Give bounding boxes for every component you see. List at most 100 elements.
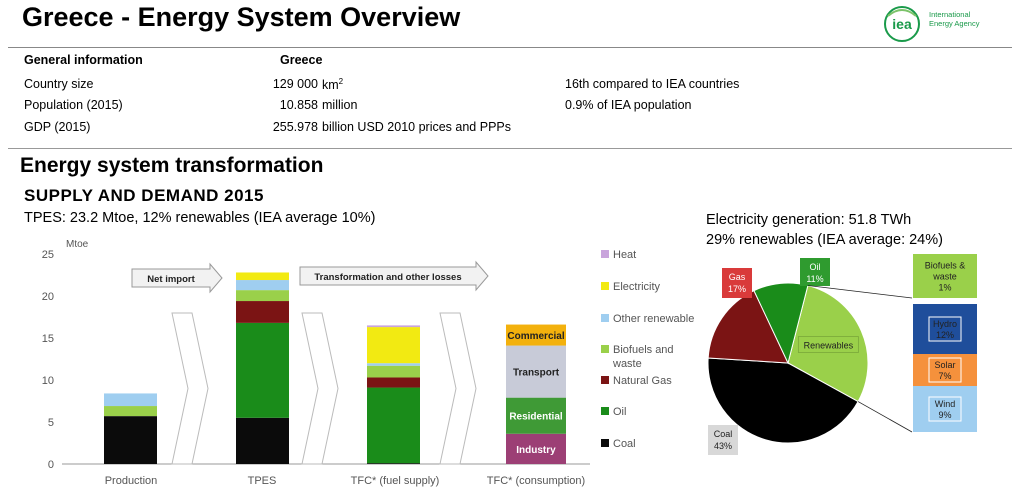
logo-text: International Energy Agency	[929, 10, 999, 28]
pie-label-gas: Gas	[729, 272, 746, 282]
net-import-arrow-label: Net import	[147, 274, 195, 285]
legend-swatch-oil	[601, 407, 609, 415]
unit-sup: 2	[338, 77, 344, 86]
pie-label-box-coal	[708, 425, 738, 455]
consumption-segment-commercial	[506, 324, 566, 346]
consumption-segment-industry	[506, 433, 566, 464]
bar-segment-other-renewable	[236, 280, 289, 291]
breakdown-label: 7%	[938, 371, 951, 381]
breakdown-label-box	[928, 357, 962, 383]
y-tick-label: 15	[42, 333, 54, 345]
legend-label: Biofuels and	[613, 344, 674, 356]
pie-label-box-gas	[722, 268, 752, 298]
consumption-segment-residential	[506, 397, 566, 434]
section-title: Energy system transformation	[20, 154, 324, 177]
x-tick-label: TFC* (fuel supply)	[351, 475, 440, 487]
logo-text-line: International	[929, 10, 971, 19]
legend-swatch-other-renewable	[601, 314, 609, 322]
breakdown-biofuels-waste	[913, 254, 977, 298]
y-tick-label: 0	[48, 459, 54, 471]
legend-label: Coal	[613, 438, 636, 450]
consumption-label: Commercial	[507, 331, 564, 342]
bar-segment-biofuels-and-waste	[104, 406, 157, 417]
breakdown-label: Wind	[935, 399, 956, 409]
breakdown-label-box	[928, 316, 962, 342]
legend-swatch-natural-gas	[601, 376, 609, 384]
breakdown-connector	[807, 285, 913, 299]
consumption-label: Transport	[513, 368, 560, 379]
breakdown-label: Biofuels &	[925, 261, 966, 271]
breakdown-label: Hydro	[933, 319, 957, 329]
y-axis-label: Mtoe	[66, 239, 89, 250]
pie-label-coal: Coal	[714, 429, 733, 439]
y-tick-label: 25	[42, 249, 54, 261]
logo-mark: iea	[892, 16, 912, 32]
breakdown-label: 1%	[938, 283, 951, 293]
bar-segment-natural-gas	[236, 301, 289, 323]
x-tick-label: Production	[105, 475, 158, 487]
logo-text-line: Energy Agency	[929, 19, 980, 28]
info-value-size: 129 000	[272, 77, 318, 91]
legend-label: Oil	[613, 406, 626, 418]
bar-segment-electricity	[367, 327, 420, 364]
pie-label-box-oil	[800, 258, 830, 286]
bar-segment-oil	[367, 387, 420, 464]
info-label-population: Population (2015)	[24, 98, 123, 112]
iea-logo: iea	[884, 6, 920, 42]
breakdown-label: waste	[932, 272, 957, 282]
pie-label-oil: Oil	[810, 262, 821, 272]
info-value-population: 10.858	[279, 98, 318, 112]
bar-segment-other-renewable	[367, 363, 420, 366]
breakdown-label: 12%	[936, 330, 954, 340]
legend-swatch-electricity	[601, 282, 609, 290]
bar-segment-natural-gas	[367, 377, 420, 388]
x-tick-label: TFC* (consumption)	[487, 475, 585, 487]
consumption-label: Industry	[516, 445, 556, 456]
supply-demand-title: SUPPLY AND DEMAND 2015	[24, 186, 264, 205]
info-label-gdp: GDP (2015)	[24, 120, 91, 134]
unit-text: km	[322, 78, 339, 93]
legend-label: waste	[612, 358, 642, 370]
bar-segment-coal	[104, 416, 157, 464]
flow-chevron	[439, 312, 477, 465]
pie-pct-oil: 11%	[806, 274, 823, 284]
header-divider	[8, 47, 1012, 48]
info-value-gdp: 255.978	[272, 120, 318, 134]
electricity-generation-label: Electricity generation: 51.8 TWh	[706, 212, 912, 228]
bar-segment-coal	[236, 417, 289, 464]
info-unit-population: million	[322, 98, 358, 112]
legend-label: Other renewable	[613, 313, 694, 325]
pie-pct-gas: 17%	[728, 284, 746, 294]
y-tick-label: 20	[42, 291, 54, 303]
y-tick-label: 10	[42, 375, 54, 387]
legend-swatch-biofuels-and-waste	[601, 345, 609, 353]
section-divider	[8, 148, 1012, 149]
transformation-arrow	[299, 260, 489, 292]
net-import-arrow	[131, 262, 223, 294]
info-unit-gdp: billion USD 2010 prices and PPPs	[322, 120, 511, 134]
country-heading: Greece	[280, 53, 323, 67]
transformation-arrow-label: Transformation and other losses	[314, 272, 461, 283]
pie-slice-coal	[707, 357, 859, 444]
pie-pct-coal: 43%	[714, 441, 732, 451]
pie-label-renewables: Renewables	[804, 341, 854, 351]
y-tick-label: 5	[48, 417, 54, 429]
general-info-heading: General information	[24, 53, 143, 67]
consumption-label: Residential	[509, 412, 563, 423]
bar-segment-heat	[367, 325, 420, 328]
breakdown-connector	[857, 401, 913, 433]
bar-segment-biofuels-and-waste	[367, 365, 420, 378]
legend-swatch-heat	[601, 250, 609, 258]
page-title: Greece - Energy System Overview	[22, 2, 461, 32]
legend-label: Heat	[613, 249, 636, 261]
renewables-label-box	[797, 336, 859, 353]
electricity-renewables-label: 29% renewables (IEA average: 24%)	[706, 232, 943, 248]
breakdown-label-box	[928, 396, 962, 422]
legend-label: Electricity	[613, 281, 661, 293]
bar-segment-electricity	[236, 272, 289, 281]
legend-swatch-coal	[601, 439, 609, 447]
bar-segment-oil	[236, 322, 289, 418]
info-note-size: 16th compared to IEA countries	[565, 77, 740, 91]
x-tick-label: TPES	[248, 475, 277, 487]
breakdown-label: Solar	[934, 360, 955, 370]
